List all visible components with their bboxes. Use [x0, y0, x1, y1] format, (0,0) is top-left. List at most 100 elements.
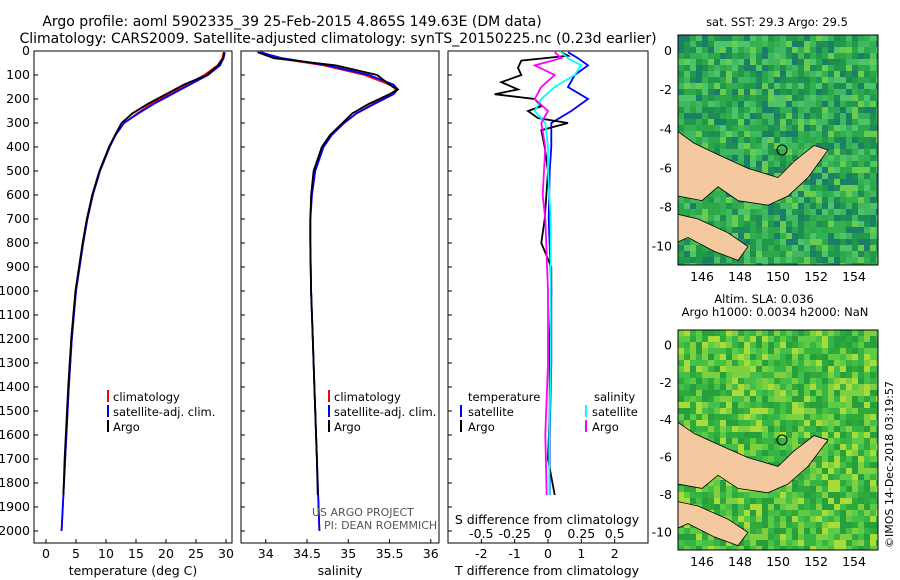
map-cell	[768, 492, 774, 498]
map-cell	[852, 522, 858, 528]
map-cell	[846, 546, 852, 550]
map-cell	[678, 101, 684, 107]
map-cell	[756, 330, 762, 336]
map-cell	[756, 522, 762, 528]
map-cell	[858, 540, 864, 546]
map-cell	[792, 492, 798, 498]
map-cell	[804, 504, 810, 510]
map-cell	[714, 432, 720, 438]
map-cell	[678, 209, 684, 215]
map-cell	[702, 245, 708, 251]
map-y-tick-label: -8	[660, 200, 673, 215]
map-cell	[684, 354, 690, 360]
map-cell	[780, 426, 786, 432]
map-cell	[684, 534, 690, 540]
map-cell	[876, 366, 878, 372]
x-tick-label: 10	[98, 546, 114, 561]
map-cell	[858, 390, 864, 396]
map-cell	[786, 83, 792, 89]
map-cell	[732, 155, 738, 161]
map-cell	[852, 438, 858, 444]
map-cell	[846, 59, 852, 65]
map-cell	[768, 540, 774, 546]
map-cell	[816, 209, 822, 215]
map-cell	[822, 432, 828, 438]
map-cell	[822, 396, 828, 402]
map-cell	[768, 498, 774, 504]
map-cell	[678, 528, 684, 534]
map-cell	[750, 131, 756, 137]
map-y-tick-label: -6	[660, 450, 673, 465]
map-cell	[744, 53, 750, 59]
map-cell	[762, 444, 768, 450]
map-cell	[816, 462, 822, 468]
map-cell	[798, 245, 804, 251]
map-cell	[804, 432, 810, 438]
map-cell	[720, 263, 726, 265]
map-cell	[708, 402, 714, 408]
map-cell	[864, 203, 870, 209]
map-cell	[774, 516, 780, 522]
project-annotation-2: PI: DEAN ROEMMICH	[324, 519, 437, 532]
map-cell	[750, 53, 756, 59]
map-cell	[822, 468, 828, 474]
map-cell	[834, 71, 840, 77]
sla-map-title-1: Altim. SLA: 0.036	[714, 292, 813, 306]
map-cell	[828, 396, 834, 402]
map-cell	[732, 486, 738, 492]
map-cell	[714, 131, 720, 137]
x-tick-label: 30	[218, 546, 234, 561]
map-cell	[834, 480, 840, 486]
map-cell	[690, 384, 696, 390]
map-cell	[708, 396, 714, 402]
map-cell	[762, 155, 768, 161]
map-cell	[690, 125, 696, 131]
map-cell	[708, 107, 714, 113]
map-cell	[798, 396, 804, 402]
map-cell	[720, 390, 726, 396]
map-cell	[798, 390, 804, 396]
map-cell	[744, 450, 750, 456]
map-cell	[774, 528, 780, 534]
map-cell	[876, 354, 878, 360]
map-x-tick-label: 150	[766, 269, 790, 284]
map-cell	[870, 191, 876, 197]
map-cell	[678, 366, 684, 372]
map-cell	[858, 167, 864, 173]
map-cell	[744, 203, 750, 209]
map-cell	[708, 390, 714, 396]
map-cell	[846, 384, 852, 390]
map-cell	[816, 396, 822, 402]
map-cell	[780, 107, 786, 113]
map-cell	[750, 209, 756, 215]
map-cell	[702, 77, 708, 83]
map-cell	[708, 209, 714, 215]
map-cell	[864, 35, 870, 41]
map-cell	[678, 125, 684, 131]
map-cell	[732, 77, 738, 83]
map-cell	[840, 468, 846, 474]
map-cell	[708, 414, 714, 420]
map-cell	[846, 65, 852, 71]
map-cell	[864, 191, 870, 197]
map-cell	[834, 486, 840, 492]
map-cell	[786, 107, 792, 113]
depth-tick-label: 1400	[0, 379, 30, 394]
map-cell	[696, 396, 702, 402]
map-cell	[828, 402, 834, 408]
map-cell	[738, 125, 744, 131]
map-cell	[780, 197, 786, 203]
map-cell	[828, 149, 834, 155]
map-cell	[792, 251, 798, 257]
map-cell	[720, 540, 726, 546]
map-cell	[774, 155, 780, 161]
map-y-tick-label: 0	[664, 43, 672, 58]
map-cell	[846, 263, 852, 265]
map-cell	[840, 342, 846, 348]
map-cell	[726, 83, 732, 89]
map-cell	[822, 420, 828, 426]
map-cell	[816, 161, 822, 167]
map-cell	[744, 540, 750, 546]
map-cell	[774, 414, 780, 420]
map-cell	[738, 408, 744, 414]
